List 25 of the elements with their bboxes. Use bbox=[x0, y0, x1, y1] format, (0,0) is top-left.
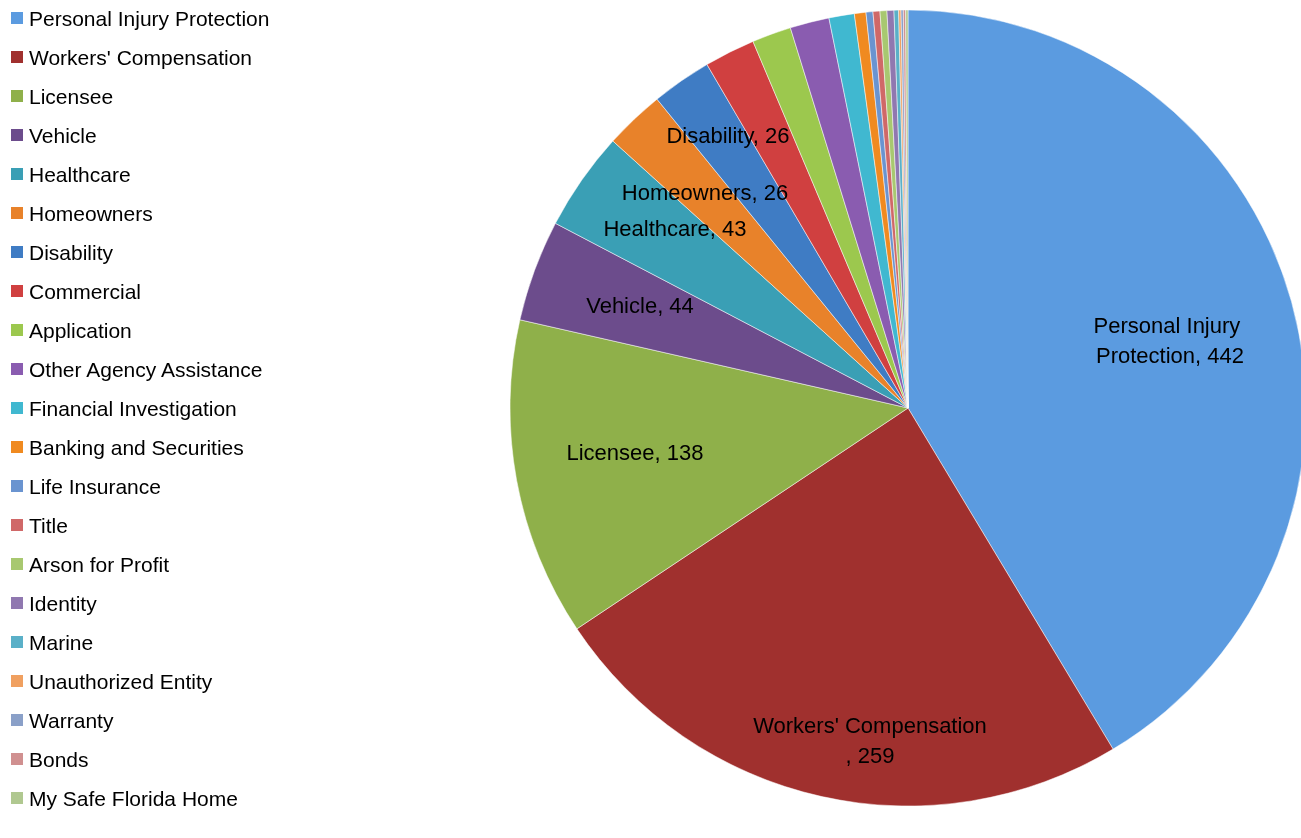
legend-label: Workers' Compensation bbox=[29, 45, 253, 69]
legend-label: Healthcare bbox=[29, 162, 131, 186]
legend-label: Financial Investigation bbox=[29, 396, 237, 420]
legend-label: Arson for Profit bbox=[29, 552, 170, 576]
legend-label: Personal Injury Protection bbox=[29, 6, 270, 30]
legend-label: Homeowners bbox=[29, 201, 153, 225]
data-label: Personal Injury Protection, 442 bbox=[1093, 312, 1247, 368]
legend-label: Disability bbox=[29, 240, 114, 264]
legend-label: Application bbox=[29, 318, 132, 342]
legend-label: Marine bbox=[29, 630, 94, 654]
data-label: Workers' Compensation, 259 bbox=[753, 712, 987, 768]
legend-label: Identity bbox=[29, 591, 98, 615]
legend-label: Unauthorized Entity bbox=[29, 669, 213, 693]
legend-label: Life Insurance bbox=[29, 474, 161, 498]
data-label: Vehicle, 44 bbox=[586, 292, 694, 318]
legend-label: Licensee bbox=[29, 84, 114, 108]
legend-label: Vehicle bbox=[29, 123, 97, 147]
legend-label: Other Agency Assistance bbox=[29, 357, 263, 381]
legend-label: Banking and Securities bbox=[29, 435, 244, 459]
legend-label: Bonds bbox=[29, 747, 89, 771]
data-label: Licensee, 138 bbox=[566, 439, 704, 465]
legend-label: Commercial bbox=[29, 279, 142, 303]
legend-label: My Safe Florida Home bbox=[29, 786, 238, 810]
legend-label: Title bbox=[29, 513, 68, 537]
legend-label: Warranty bbox=[29, 708, 114, 732]
